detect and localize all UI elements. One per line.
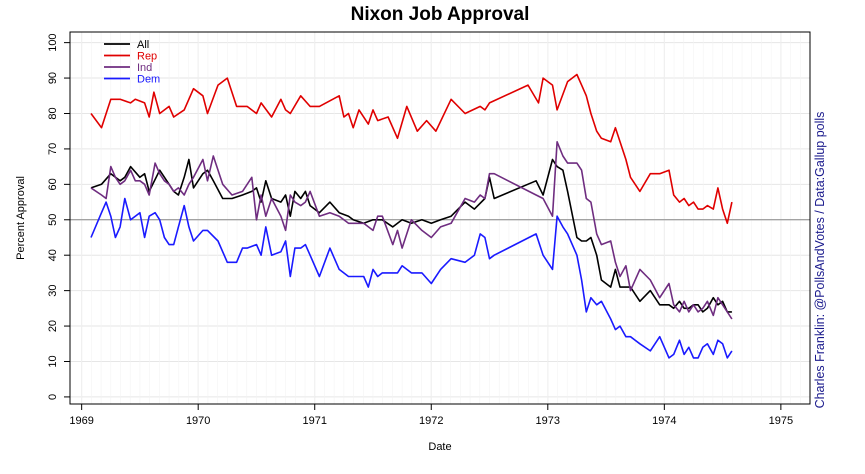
y-tick-label: 10	[47, 355, 59, 367]
series-lines	[90, 73, 733, 359]
y-tick-label: 50	[47, 214, 59, 226]
x-axis: 1969 1970 1971 1972 1973 1974 1975	[69, 404, 793, 427]
x-tick-label: 1974	[652, 415, 676, 427]
y-tick-label: 0	[47, 394, 59, 400]
y-tick-label: 70	[47, 143, 59, 155]
y-tick-label: 30	[47, 285, 59, 297]
x-tick-label: 1972	[419, 415, 443, 427]
series-line-ind	[90, 141, 733, 320]
y-tick-label: 20	[47, 320, 59, 332]
x-tick-label: 1973	[536, 415, 560, 427]
legend-label-rep: Rep	[137, 51, 157, 63]
credit-text: Charles Franklin: @PollsAndVotes / Data:…	[813, 112, 827, 409]
series-line-dem	[90, 197, 733, 359]
chart-title: Nixon Job Approval	[351, 4, 530, 25]
plot-frame	[69, 31, 811, 405]
x-axis-label: Date	[428, 441, 451, 453]
y-axis: 0 10 20 30 40 50 60 70 80 90 100	[47, 33, 70, 400]
y-axis-label: Percent Approval	[15, 176, 27, 260]
series-line-all	[90, 158, 732, 313]
y-tick-label: 80	[47, 107, 59, 119]
legend-label-all: All	[137, 39, 149, 51]
y-tick-label: 40	[47, 249, 59, 261]
legend-label-dem: Dem	[137, 74, 160, 86]
x-tick-label: 1970	[186, 415, 210, 427]
x-tick-label: 1971	[302, 415, 326, 427]
y-tick-label: 60	[47, 178, 59, 190]
x-tick-label: 1969	[69, 415, 93, 427]
series-line-rep	[90, 73, 733, 225]
legend-label-ind: Ind	[137, 62, 152, 74]
y-tick-label: 90	[47, 72, 59, 84]
x-tick-label: 1975	[769, 415, 793, 427]
y-tick-label: 100	[47, 33, 59, 51]
